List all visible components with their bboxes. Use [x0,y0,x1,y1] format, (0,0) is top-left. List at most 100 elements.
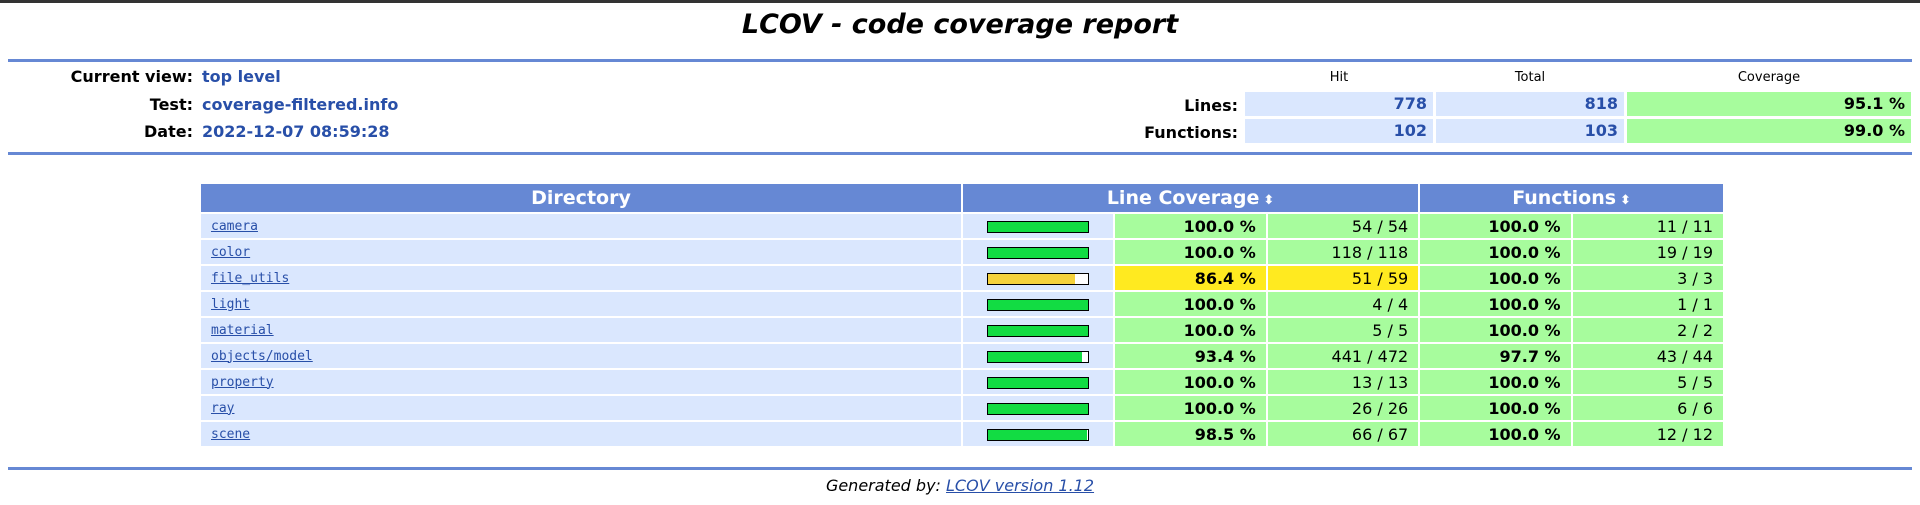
line-coverage-percent: 98.5 % [1115,422,1266,446]
test-label: Test: [149,95,193,114]
summary-functions-coverage: 99.0 % [1627,119,1911,143]
page-title: LCOV - code coverage report [741,9,1179,40]
coverage-bar [987,403,1090,415]
current-view-link[interactable]: top level [202,67,281,86]
coverage-bar-fill [988,430,1087,440]
directory-cell: scene [201,422,961,446]
table-row: camera 100.0 % 54 / 54 100.0 % 11 / 11 [201,214,1723,238]
coverage-bar-fill [988,248,1089,258]
function-coverage-count: 12 / 12 [1572,422,1723,446]
header-line-coverage[interactable]: Line Coverage ⬍ [963,184,1419,212]
line-coverage-percent: 100.0 % [1115,396,1266,420]
test-value: coverage-filtered.info [202,95,399,114]
directory-link[interactable]: ray [211,400,235,416]
date-label: Date: [144,122,193,141]
divider-top [8,59,1912,62]
line-coverage-count: 441 / 472 [1267,344,1419,368]
directory-table: Directory Line Coverage ⬍ Functions ⬍ came… [199,182,1725,448]
header-directory: Directory [201,184,961,212]
function-coverage-count: 2 / 2 [1572,318,1723,342]
line-coverage-percent: 100.0 % [1115,214,1266,238]
line-coverage-count: 51 / 59 [1267,266,1419,290]
function-coverage-percent: 100.0 % [1420,422,1571,446]
coverage-bar [987,325,1090,337]
function-coverage-count: 19 / 19 [1572,240,1723,264]
directory-link[interactable]: light [211,296,251,312]
coverage-bar-cell [963,422,1114,446]
line-coverage-count: 5 / 5 [1267,318,1419,342]
coverage-bar-cell [963,344,1114,368]
coverage-bar-cell [963,292,1114,316]
line-coverage-percent: 86.4 % [1115,266,1266,290]
summary-lines-coverage: 95.1 % [1627,92,1911,116]
function-coverage-count: 6 / 6 [1572,396,1723,420]
function-coverage-percent: 100.0 % [1420,266,1571,290]
coverage-bar [987,351,1090,363]
line-coverage-count: 118 / 118 [1267,240,1419,264]
coverage-bar-fill [988,222,1089,232]
directory-link[interactable]: material [211,322,274,338]
coverage-bar-cell [963,266,1114,290]
directory-cell: ray [201,396,961,420]
line-coverage-percent: 100.0 % [1115,240,1266,264]
directory-cell: material [201,318,961,342]
coverage-bar [987,377,1090,389]
summary-header-coverage: Coverage [1737,70,1801,85]
line-coverage-count: 13 / 13 [1267,370,1419,394]
footer: Generated by: LCOV version 1.12 [0,476,1920,495]
line-coverage-percent: 93.4 % [1115,344,1266,368]
directory-cell: light [201,292,961,316]
directory-cell: property [201,370,961,394]
directory-cell: objects/model [201,344,961,368]
line-coverage-count: 66 / 67 [1267,422,1419,446]
line-coverage-count: 4 / 4 [1267,292,1419,316]
summary-lines-hit: 778 [1245,92,1433,116]
header-functions[interactable]: Functions ⬍ [1420,184,1723,212]
summary-header-total: Total [1514,70,1546,85]
table-row: light 100.0 % 4 / 4 100.0 % 1 / 1 [201,292,1723,316]
summary-functions-hit: 102 [1245,119,1433,143]
coverage-bar-fill [988,300,1089,310]
date-value: 2022-12-07 08:59:28 [202,122,390,141]
table-row: ray 100.0 % 26 / 26 100.0 % 6 / 6 [201,396,1723,420]
function-coverage-count: 1 / 1 [1572,292,1723,316]
coverage-bar [987,299,1090,311]
line-coverage-count: 54 / 54 [1267,214,1419,238]
coverage-bar-fill [988,274,1075,284]
function-coverage-percent: 100.0 % [1420,370,1571,394]
sort-icon[interactable]: ⬍ [1620,193,1631,208]
summary-header-hit: Hit [1329,70,1349,85]
coverage-bar [987,247,1090,259]
directory-link[interactable]: scene [211,426,251,442]
line-coverage-percent: 100.0 % [1115,370,1266,394]
directory-link[interactable]: camera [211,218,258,234]
lcov-version-link[interactable]: LCOV version 1.12 [946,476,1095,495]
summary-lines-total: 818 [1436,92,1624,116]
table-row: color 100.0 % 118 / 118 100.0 % 19 / 19 [201,240,1723,264]
directory-link[interactable]: property [211,374,274,390]
summary-functions-label: Functions: [1144,123,1238,142]
divider-middle [8,152,1912,155]
function-coverage-percent: 100.0 % [1420,214,1571,238]
directory-link[interactable]: color [211,244,251,260]
table-row: objects/model 93.4 % 441 / 472 97.7 % 43 / 4… [201,344,1723,368]
directory-cell: color [201,240,961,264]
coverage-bar-fill [988,404,1089,414]
function-coverage-percent: 100.0 % [1420,292,1571,316]
table-row: file_utils 86.4 % 51 / 59 100.0 % 3 / 3 [201,266,1723,290]
line-coverage-percent: 100.0 % [1115,318,1266,342]
directory-link[interactable]: file_utils [211,270,290,286]
coverage-bar [987,221,1090,233]
table-row: property 100.0 % 13 / 13 100.0 % 5 / 5 [201,370,1723,394]
divider-bottom [8,467,1912,470]
coverage-bar-cell [963,370,1114,394]
sort-icon[interactable]: ⬍ [1263,193,1275,208]
current-view-label: Current view: [70,67,193,86]
summary-functions-total: 103 [1436,119,1624,143]
directory-cell: camera [201,214,961,238]
table-row: material 100.0 % 5 / 5 100.0 % 2 / 2 [201,318,1723,342]
directory-link[interactable]: objects/model [211,348,313,364]
coverage-bar [987,273,1090,285]
line-coverage-percent: 100.0 % [1115,292,1266,316]
summary-lines-label: Lines: [1184,96,1238,115]
